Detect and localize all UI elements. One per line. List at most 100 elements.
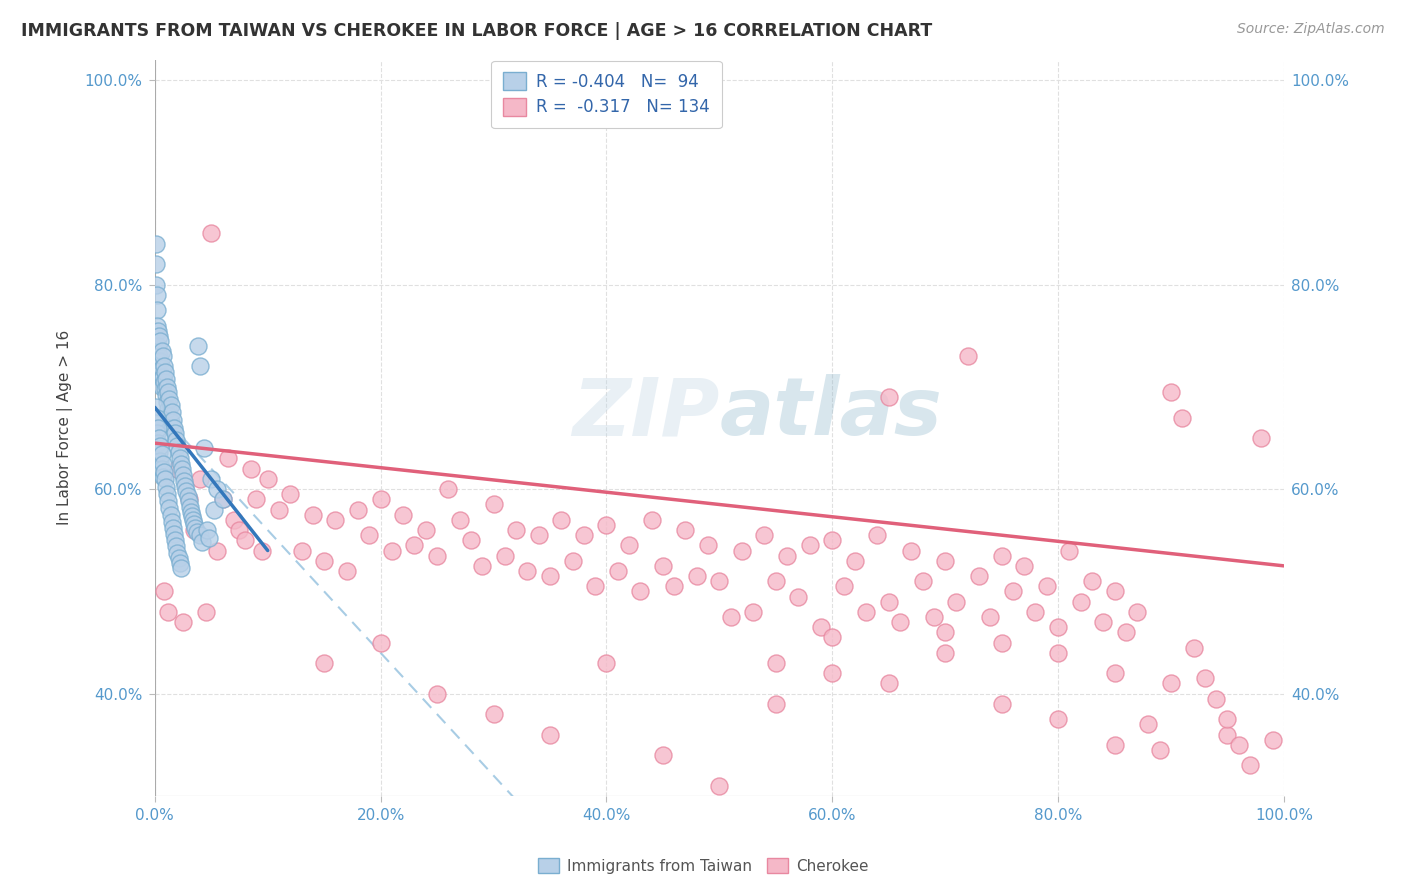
Point [505, 523, 527, 537]
Point [686, 569, 709, 583]
Point [170, 457, 193, 471]
Text: IMMIGRANTS FROM TAIWAN VS CHEROKEE IN LABOR FORCE | AGE > 16 CORRELATION CHART: IMMIGRANTS FROM TAIWAN VS CHEROKEE IN LA… [21, 22, 932, 40]
Point [1059, 543, 1081, 558]
Point [156, 395, 179, 409]
Point [415, 523, 437, 537]
Point [148, 365, 170, 379]
Point [1227, 738, 1250, 752]
Point [181, 513, 204, 527]
Point [832, 579, 855, 593]
Point [188, 472, 211, 486]
Point [934, 625, 956, 640]
Point [799, 538, 821, 552]
Point [165, 540, 187, 554]
Point [145, 257, 167, 271]
Point [595, 656, 617, 670]
Point [250, 543, 273, 558]
Point [754, 528, 776, 542]
Point [709, 779, 731, 793]
Point [217, 451, 239, 466]
Point [181, 508, 204, 523]
Point [148, 445, 170, 459]
Point [1160, 676, 1182, 690]
Point [245, 492, 267, 507]
Point [157, 402, 180, 417]
Point [174, 479, 197, 493]
Point [765, 656, 787, 670]
Point [153, 584, 176, 599]
Point [1261, 732, 1284, 747]
Point [990, 549, 1012, 563]
Point [153, 359, 176, 374]
Point [145, 236, 167, 251]
Point [731, 543, 754, 558]
Point [1001, 584, 1024, 599]
Point [180, 505, 202, 519]
Point [1216, 712, 1239, 726]
Point [155, 388, 177, 402]
Point [359, 528, 381, 542]
Point [156, 487, 179, 501]
Point [561, 554, 583, 568]
Point [550, 513, 572, 527]
Point [148, 339, 170, 353]
Point [675, 523, 697, 537]
Point [765, 574, 787, 589]
Point [152, 369, 174, 384]
Point [150, 344, 173, 359]
Point [239, 461, 262, 475]
Text: ZIP: ZIP [572, 374, 720, 452]
Point [471, 558, 494, 573]
Point [1239, 758, 1261, 772]
Point [148, 349, 170, 363]
Point [1070, 595, 1092, 609]
Point [150, 361, 173, 376]
Point [821, 631, 844, 645]
Point [194, 605, 217, 619]
Point [267, 502, 290, 516]
Point [314, 554, 336, 568]
Point [148, 431, 170, 445]
Point [200, 227, 222, 241]
Point [538, 728, 561, 742]
Point [1012, 558, 1035, 573]
Point [146, 425, 169, 440]
Point [290, 543, 312, 558]
Point [426, 549, 449, 563]
Point [1024, 605, 1046, 619]
Point [1036, 579, 1059, 593]
Point [855, 605, 877, 619]
Point [152, 349, 174, 363]
Point [1182, 640, 1205, 655]
Point [145, 277, 167, 292]
Point [148, 354, 170, 368]
Point [172, 615, 194, 629]
Point [187, 339, 209, 353]
Point [166, 461, 188, 475]
Point [662, 579, 685, 593]
Point [172, 467, 194, 482]
Point [956, 349, 979, 363]
Point [787, 590, 810, 604]
Point [347, 502, 370, 516]
Point [765, 697, 787, 711]
Point [177, 492, 200, 507]
Point [153, 375, 176, 389]
Point [165, 533, 187, 548]
Point [844, 554, 866, 568]
Point [176, 489, 198, 503]
Point [166, 439, 188, 453]
Point [1205, 691, 1227, 706]
Point [176, 484, 198, 499]
Point [188, 528, 211, 542]
Point [934, 646, 956, 660]
Point [200, 472, 222, 486]
Point [1171, 410, 1194, 425]
Point [205, 482, 228, 496]
Point [1092, 615, 1115, 629]
Point [160, 515, 183, 529]
Point [482, 707, 505, 722]
Point [392, 508, 415, 522]
Point [437, 482, 460, 496]
Point [990, 697, 1012, 711]
